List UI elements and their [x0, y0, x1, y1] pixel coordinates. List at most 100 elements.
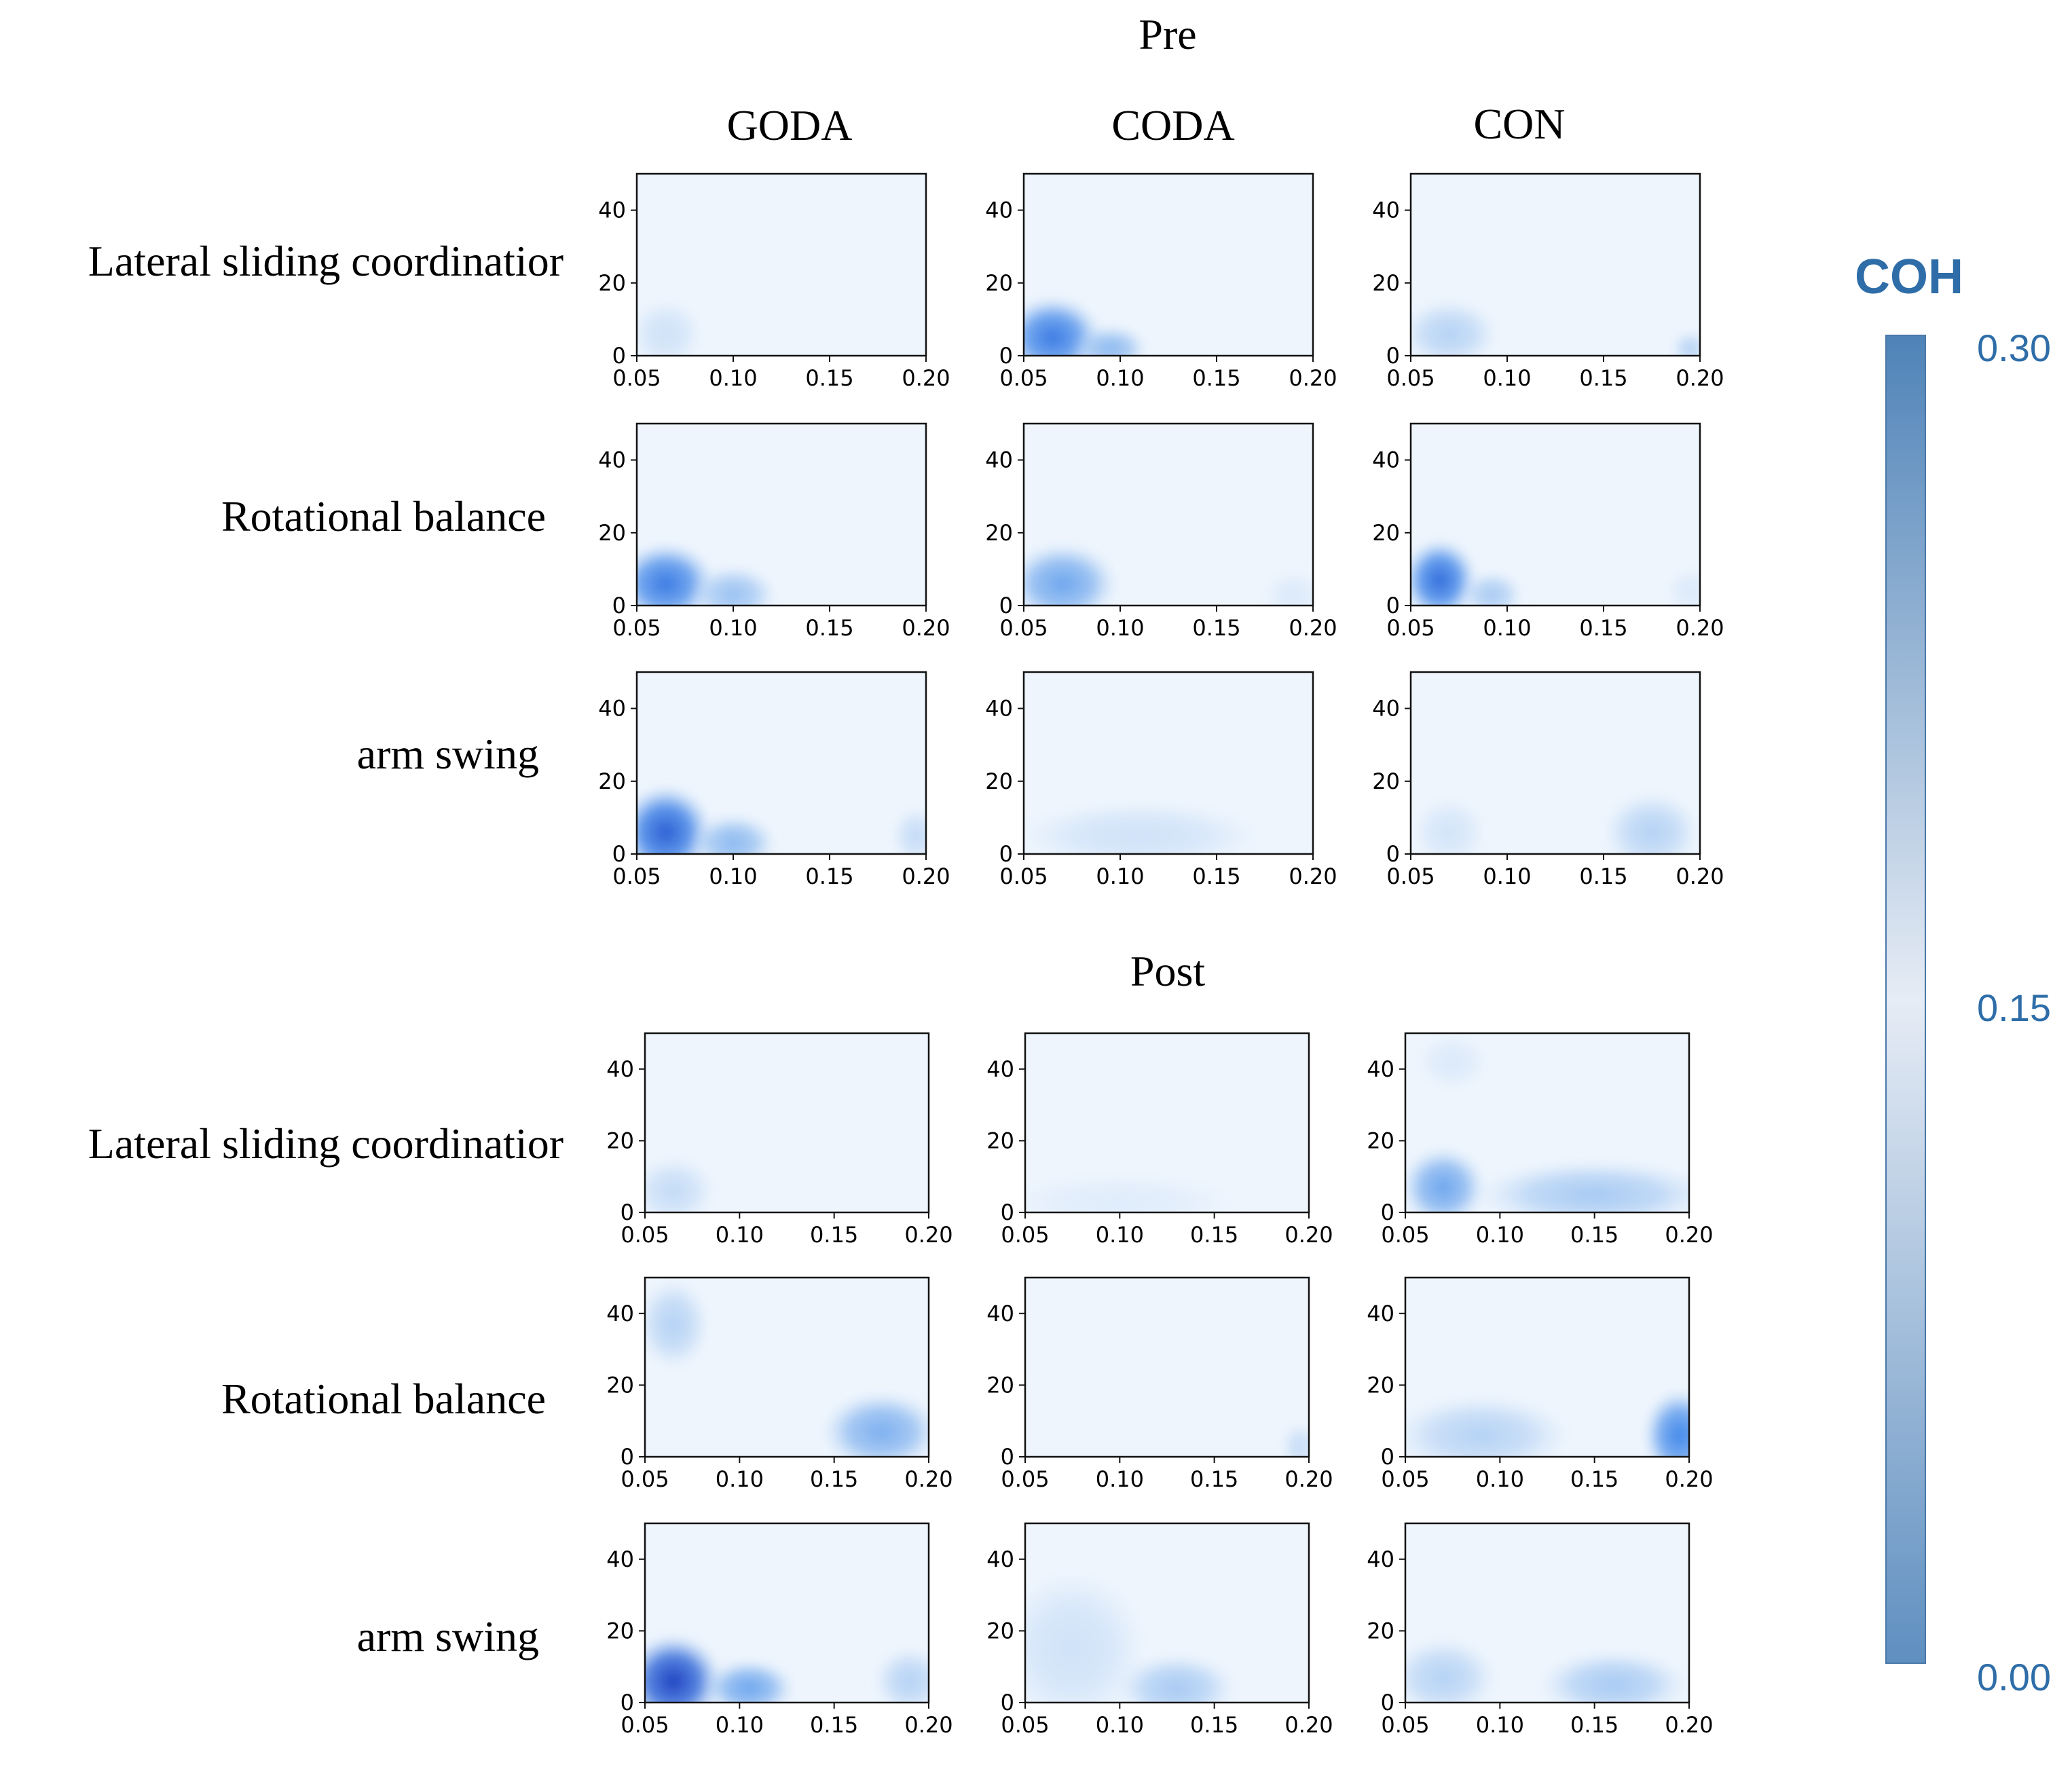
- panel-post-goda-lateral-sliding-coordinatior-xtick-label-3: 0.20: [904, 1222, 952, 1248]
- panel-pre-goda-lateral-sliding-coordinatior-xtick-label-1: 0.10: [709, 365, 757, 391]
- panel-post-goda-arm-swing-frame: [644, 1522, 930, 1704]
- panel-pre-con-lateral-sliding-coordinatior-xtick-label-1: 0.10: [1483, 365, 1531, 391]
- panel-post-goda-lateral-sliding-coordinatior-xtick-label-2: 0.15: [810, 1222, 858, 1248]
- panel-pre-coda-rotational-balance-xtick-label-2: 0.15: [1192, 615, 1240, 641]
- panel-post-con-lateral-sliding-coordinatior-blob-2: [1416, 1033, 1490, 1091]
- panel-post-goda-rotational-balance-xtick-label-1: 0.10: [716, 1466, 764, 1492]
- panel-post-con-lateral-sliding-coordinatior-xtick-label-0: 0.05: [1381, 1222, 1429, 1248]
- panel-pre-coda-lateral-sliding-coordinatior-xtick-label-2: 0.15: [1192, 365, 1240, 391]
- panel-post-coda-lateral-sliding-coordinatior-ytick-label-0: 0: [1001, 1200, 1014, 1225]
- panel-pre-goda-arm-swing-frame: [635, 671, 927, 855]
- panel-post-coda-arm-swing-xtick-label-1: 0.10: [1096, 1712, 1144, 1738]
- panel-pre-coda-lateral-sliding-coordinatior-ytick-label-1: 20: [985, 270, 1013, 296]
- panel-pre-goda-lateral-sliding-coordinatior-blob-0: [637, 299, 703, 356]
- panel-post-goda-arm-swing-blob-0: [645, 1635, 722, 1703]
- panel-pre-con-rotational-balance-ytick-label-2: 40: [1372, 447, 1400, 473]
- panel-pre-coda-lateral-sliding-coordinatior-blob-1: [1073, 324, 1148, 356]
- panel-post-con-rotational-balance-frame: [1404, 1276, 1690, 1458]
- panel-pre-goda-lateral-sliding-coordinatior-xtick-label-2: 0.15: [805, 365, 853, 391]
- panel-post-coda-lateral-sliding-coordinatior-xtick-label-3: 0.20: [1284, 1222, 1333, 1248]
- panel-post-coda-rotational-balance-blob-0: [1281, 1423, 1309, 1457]
- panel-post-con-rotational-balance-xtick-label-0: 0.05: [1381, 1466, 1429, 1492]
- panel-post-coda-arm-swing-ytick-label-0: 0: [1001, 1690, 1014, 1715]
- panel-pre-con-lateral-sliding-coordinatior-frame: [1409, 172, 1701, 357]
- colorbar-label: COH: [1855, 250, 1963, 304]
- panel-post-coda-arm-swing-xtick-label-0: 0.05: [1001, 1712, 1049, 1738]
- panel-post-con-lateral-sliding-coordinatior-blob-0: [1405, 1147, 1486, 1212]
- panel-pre-con-rotational-balance-xtick-label-2: 0.15: [1579, 615, 1627, 641]
- panel-post-coda-rotational-balance-xtick-label-2: 0.15: [1190, 1466, 1238, 1492]
- panel-pre-coda-lateral-sliding-coordinatior-frame: [1022, 172, 1314, 357]
- panel-post-coda-lateral-sliding-coordinatior-blob-0: [1025, 1172, 1241, 1212]
- panel-pre-con-arm-swing-xtick-label-3: 0.20: [1676, 863, 1724, 889]
- panel-pre-goda-arm-swing-xtick-label-3: 0.20: [902, 863, 950, 889]
- panel-post-con-rotational-balance-ytick-label-2: 40: [1367, 1301, 1394, 1326]
- panel-pre-coda-rotational-balance-frame: [1022, 422, 1314, 607]
- panel-post-goda-rotational-balance-ytick-label-0: 0: [621, 1444, 634, 1470]
- heatmap-grid: 0.05 0.10 0.15 0.20 0 20 40 0.05 0.10 0.15 0.20 0 20…: [598, 172, 1724, 1738]
- panel-pre-goda-arm-swing-xtick-label-0: 0.05: [612, 863, 661, 889]
- column-header-con: CON: [1473, 100, 1565, 148]
- panel-pre-con-arm-swing-blob-1: [1602, 791, 1700, 854]
- colorbar-tick-mid: 0.15: [1977, 986, 2051, 1029]
- panel-post-con-rotational-balance: 0.05 0.10 0.15 0.20 0 20 40: [1367, 1276, 1714, 1492]
- panel-pre-goda-arm-swing-xtick-label-2: 0.15: [805, 863, 853, 889]
- panel-post-goda-arm-swing-ytick-label-2: 40: [606, 1546, 634, 1572]
- panel-post-con-arm-swing-xtick-label-2: 0.15: [1570, 1712, 1618, 1738]
- panel-post-con-arm-swing: 0.05 0.10 0.15 0.20 0 20 40: [1367, 1522, 1714, 1738]
- panel-post-con-arm-swing-blob-0: [1405, 1637, 1498, 1703]
- panel-post-con-arm-swing-ytick-label-0: 0: [1381, 1690, 1394, 1715]
- panel-pre-goda-rotational-balance-ytick-label-0: 0: [612, 593, 626, 618]
- panel-pre-goda-arm-swing-ytick-label-0: 0: [612, 841, 626, 867]
- panel-post-con-arm-swing-xtick-label-0: 0.05: [1381, 1712, 1429, 1738]
- panel-post-con-lateral-sliding-coordinatior-xtick-label-2: 0.15: [1570, 1222, 1618, 1248]
- panel-post-con-rotational-balance-blob-0: [1405, 1395, 1572, 1457]
- panel-post-goda-arm-swing-xtick-label-3: 0.20: [904, 1712, 952, 1738]
- panel-pre-coda-lateral-sliding-coordinatior-xtick-label-0: 0.05: [999, 365, 1048, 391]
- panel-post-goda-lateral-sliding-coordinatior-frame: [644, 1032, 930, 1214]
- panel-post-con-arm-swing-xtick-label-3: 0.20: [1665, 1712, 1713, 1738]
- panel-post-con-lateral-sliding-coordinatior: 0.05 0.10 0.15 0.20 0 20 40: [1367, 1032, 1714, 1248]
- panel-post-con-arm-swing-xtick-label-1: 0.10: [1476, 1712, 1524, 1738]
- panel-pre-con-lateral-sliding-coordinatior-ytick-label-2: 40: [1372, 198, 1400, 223]
- panel-pre-coda-arm-swing-xtick-label-1: 0.10: [1096, 863, 1144, 889]
- panel-pre-coda-arm-swing: 0.05 0.10 0.15 0.20 0 20 40: [985, 671, 1337, 889]
- panel-pre-goda-rotational-balance-xtick-label-0: 0.05: [612, 615, 661, 641]
- panel-post-coda-rotational-balance-ytick-label-0: 0: [1001, 1444, 1014, 1470]
- panel-pre-coda-lateral-sliding-coordinatior-xtick-label-1: 0.10: [1096, 365, 1144, 391]
- panel-post-con-rotational-balance-xtick-label-3: 0.20: [1665, 1466, 1713, 1492]
- panel-post-coda-lateral-sliding-coordinatior-xtick-label-0: 0.05: [1001, 1222, 1049, 1248]
- panel-pre-coda-arm-swing-ytick-label-0: 0: [999, 841, 1013, 867]
- panel-post-goda-lateral-sliding-coordinatior-ytick-label-1: 20: [606, 1128, 634, 1153]
- panel-post-coda-arm-swing-ytick-label-2: 40: [986, 1546, 1014, 1572]
- panel-pre-con-rotational-balance-blob-2: [1665, 568, 1700, 606]
- panel-post-coda-arm-swing-ytick-label-1: 20: [986, 1618, 1014, 1643]
- panel-pre-con-rotational-balance-ytick-label-1: 20: [1372, 520, 1400, 546]
- panel-post-con-lateral-sliding-coordinatior-xtick-label-1: 0.10: [1476, 1222, 1524, 1248]
- panel-post-coda-lateral-sliding-coordinatior-ytick-label-2: 40: [986, 1056, 1014, 1082]
- panel-post-goda-rotational-balance-blob-0: [645, 1278, 710, 1371]
- panel-post-coda-arm-swing-blob-0: [1025, 1568, 1149, 1703]
- panel-post-coda-lateral-sliding-coordinatior-xtick-label-2: 0.15: [1190, 1222, 1238, 1248]
- panel-post-con-lateral-sliding-coordinatior-frame: [1404, 1032, 1690, 1214]
- row-label-lateral-sliding-post: Lateral sliding coordinatior: [88, 1119, 563, 1168]
- panel-pre-goda-arm-swing-xtick-label-1: 0.10: [709, 863, 757, 889]
- panel-pre-goda-rotational-balance-blob-1: [690, 565, 777, 606]
- panel-pre-coda-rotational-balance-ytick-label-2: 40: [985, 447, 1013, 473]
- panel-post-goda-arm-swing-ytick-label-1: 20: [606, 1618, 634, 1643]
- panel-pre-goda-lateral-sliding-coordinatior-xtick-label-3: 0.20: [902, 365, 950, 391]
- panel-pre-coda-rotational-balance-ytick-label-0: 0: [999, 593, 1013, 618]
- panel-pre-con-rotational-balance-xtick-label-0: 0.05: [1386, 615, 1435, 641]
- panel-pre-con-rotational-balance-xtick-label-3: 0.20: [1676, 615, 1724, 641]
- panel-pre-con-lateral-sliding-coordinatior-xtick-label-3: 0.20: [1676, 365, 1724, 391]
- panel-post-goda-lateral-sliding-coordinatior: 0.05 0.10 0.15 0.20 0 20 40: [606, 1032, 953, 1248]
- row-label-arm-swing-pre: arm swing: [357, 730, 539, 778]
- panel-pre-goda-lateral-sliding-coordinatior-xtick-label-0: 0.05: [612, 365, 661, 391]
- panel-post-goda-arm-swing-blob-1: [703, 1659, 795, 1703]
- panel-pre-goda-rotational-balance-ytick-label-1: 20: [598, 520, 626, 546]
- panel-pre-con-rotational-balance-frame: [1409, 422, 1701, 607]
- panel-post-con-rotational-balance-blob-1: [1643, 1389, 1689, 1457]
- panel-pre-coda-arm-swing-blob-0: [1024, 800, 1263, 854]
- panel-post-goda-lateral-sliding-coordinatior-xtick-label-0: 0.05: [621, 1222, 669, 1248]
- panel-pre-coda-arm-swing-frame: [1022, 671, 1314, 855]
